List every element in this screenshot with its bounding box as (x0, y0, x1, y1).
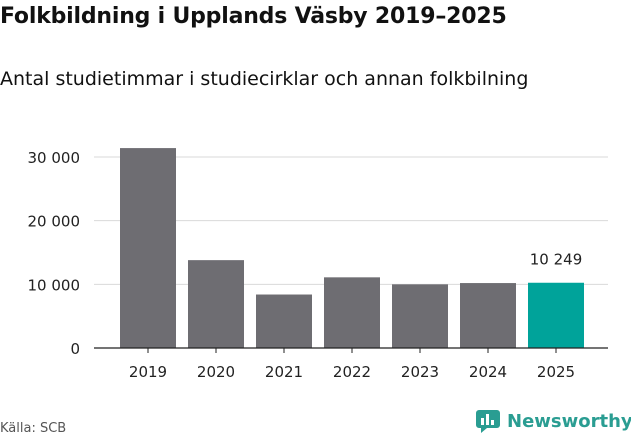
bar-2024 (460, 283, 516, 348)
bar-2020 (188, 260, 244, 348)
bar-2019 (120, 148, 176, 348)
bar-2021 (256, 294, 312, 348)
x-tick-label: 2019 (129, 363, 167, 381)
newsworthy-logo-icon (476, 410, 500, 433)
y-tick-label: 30 000 (28, 149, 81, 167)
y-tick-label: 10 000 (28, 276, 81, 294)
source-note: Källa: SCB (0, 421, 67, 436)
x-tick-label: 2021 (265, 363, 303, 381)
x-tick-label: 2023 (401, 363, 439, 381)
bar-2022 (324, 277, 380, 348)
brand-name: Newsworthy (507, 410, 631, 432)
brand-logo: Newsworthy (475, 408, 631, 434)
chart-subtitle: Antal studietimmar i studiecirklar och a… (0, 68, 529, 90)
chart-title: Folkbildning i Upplands Väsby 2019–2025 (0, 4, 507, 29)
x-tick-label: 2022 (333, 363, 371, 381)
bar-2025 (528, 282, 584, 348)
bar-2023 (392, 284, 448, 348)
data-label: 10 249 (530, 251, 583, 269)
x-tick-label: 2024 (469, 363, 507, 381)
y-tick-label: 0 (70, 340, 80, 358)
x-tick-label: 2025 (537, 363, 575, 381)
x-tick-label: 2020 (197, 363, 235, 381)
y-tick-label: 20 000 (28, 213, 81, 231)
